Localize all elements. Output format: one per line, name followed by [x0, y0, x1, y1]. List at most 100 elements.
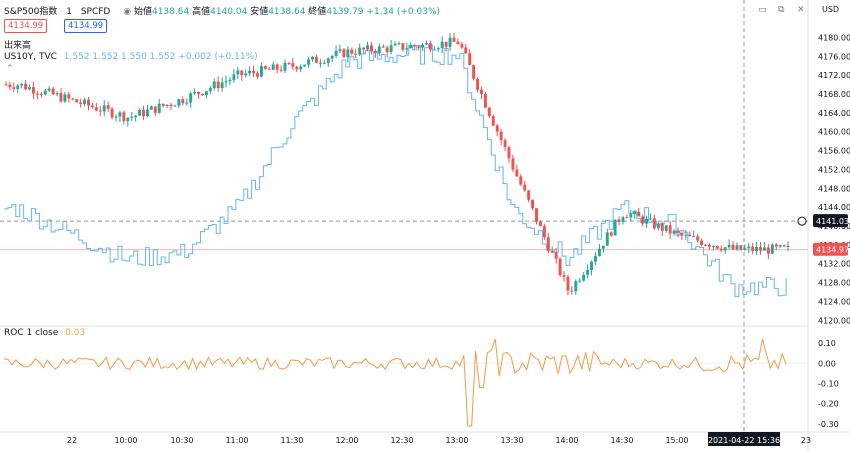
candle-body [79, 102, 83, 104]
open-label: 始値 [133, 7, 152, 17]
candle-body [267, 68, 271, 70]
legend-roc[interactable]: ROC 1 close 0.03 [4, 328, 85, 338]
candle-body [185, 102, 189, 104]
candle-body [138, 109, 142, 116]
candle-body [314, 56, 318, 63]
last-price-tag[interactable]: 4134.97 [813, 242, 849, 256]
price-tick-label: 4180.00 [818, 33, 850, 42]
candle-body [130, 117, 134, 119]
candle-body [755, 246, 759, 252]
candle-body [322, 62, 326, 64]
candle-body [448, 37, 452, 47]
candle-body [401, 43, 405, 50]
candle-body [311, 56, 314, 60]
candle-body [201, 93, 204, 96]
candle-body [381, 46, 385, 48]
time-tick-label: 11:00 [225, 436, 248, 445]
roc-tick-label: -0.20 [818, 400, 839, 409]
candle-body [28, 87, 32, 90]
eye-icon[interactable]: ◉ [123, 7, 132, 17]
candle-body [680, 232, 684, 236]
candle-body [114, 116, 118, 118]
candle-body [719, 248, 723, 251]
candle-body [20, 83, 24, 86]
crosshair-price-tag[interactable]: 4141.03 [813, 214, 849, 228]
candle-body [432, 49, 436, 51]
candle-body [747, 246, 751, 249]
candle-body [550, 250, 554, 253]
candle-body [350, 49, 354, 54]
candle-body [664, 225, 668, 231]
candle-body [118, 112, 122, 117]
candle-body [307, 59, 311, 65]
candle-body [774, 244, 778, 247]
candle-body [421, 44, 425, 48]
time-tick-label: 23 [801, 436, 811, 445]
candle-body [751, 246, 755, 252]
candle-body [527, 190, 531, 200]
roc-series-line [3, 338, 787, 427]
candle-body [220, 82, 224, 88]
candle-body [487, 107, 491, 117]
legend-main[interactable]: S&P500指数 1 SPCFD ◉ 始値4138.64 高値4140.04 安… [4, 4, 440, 17]
candle-body [377, 46, 381, 54]
close-icon[interactable]: ✕ [797, 5, 805, 15]
roc-tick-label: -0.10 [818, 380, 839, 389]
time-tick-label: 10:00 [114, 436, 137, 445]
candle-body [4, 84, 8, 86]
candle-body [711, 245, 715, 247]
crosshair-time-tag: 2021-04-22 15:36 [708, 432, 780, 446]
candle-body [67, 94, 71, 99]
candle-body [295, 66, 299, 70]
candle-body [782, 245, 786, 247]
candle-body [672, 230, 676, 234]
volume-label[interactable]: 出来高 [4, 41, 32, 51]
candle-body [279, 69, 283, 71]
candle-body [436, 48, 440, 50]
candle-body [389, 45, 393, 53]
last-price-tag-text: 4134.97 [816, 246, 849, 255]
crosshair-price-tag-text: 4141.03 [816, 217, 849, 226]
candle-body [157, 103, 161, 113]
crosshair-time-bg [708, 432, 780, 446]
compare-values: 1.552 1.552 1.550 1.552 +0.002 (+0.11%) [63, 52, 258, 62]
candle-body [259, 66, 263, 77]
legend-compare[interactable]: US10Y, TVC 1.552 1.552 1.550 1.552 +0.00… [4, 52, 258, 62]
candle-body [244, 73, 248, 76]
time-tick-label: 13:30 [500, 436, 523, 445]
candle-body [558, 258, 562, 276]
price-tick-label: 4176.00 [818, 52, 850, 61]
candle-body [770, 244, 774, 254]
compare-series-line [4, 44, 787, 298]
candle-body [499, 131, 503, 141]
candle-body [248, 70, 252, 74]
candle-body [483, 93, 487, 108]
candle-body [605, 232, 609, 246]
candle-body [110, 108, 114, 118]
candle-body [271, 64, 275, 70]
candle-body [692, 236, 696, 238]
candle-body [586, 269, 590, 275]
candle-body [83, 99, 87, 104]
candle-body [169, 104, 173, 106]
ask-price-box[interactable]: 4134.99 [64, 19, 108, 33]
candle-body [287, 63, 291, 65]
candle-body [656, 223, 660, 229]
candle-body [8, 84, 12, 88]
candle-body [428, 43, 432, 50]
maximize-icon[interactable]: ⧉ [778, 5, 785, 15]
bid-price-box[interactable]: 4134.99 [4, 19, 48, 33]
candle-body [546, 237, 550, 251]
candle-body [47, 88, 51, 91]
price-tick-label: 4156.00 [818, 147, 850, 156]
collapse-chevron-icon[interactable]: ⌃ [6, 64, 14, 74]
crosshair-time-text: 2021-04-22 15:36 [708, 436, 780, 445]
candle-body [362, 47, 366, 50]
candle-body [181, 99, 185, 104]
minimize-icon[interactable]: ▭ [758, 5, 767, 15]
candle-body [240, 70, 244, 76]
currency-label[interactable]: USD [822, 5, 840, 14]
candle-body [252, 70, 256, 74]
candle-body [208, 88, 212, 92]
